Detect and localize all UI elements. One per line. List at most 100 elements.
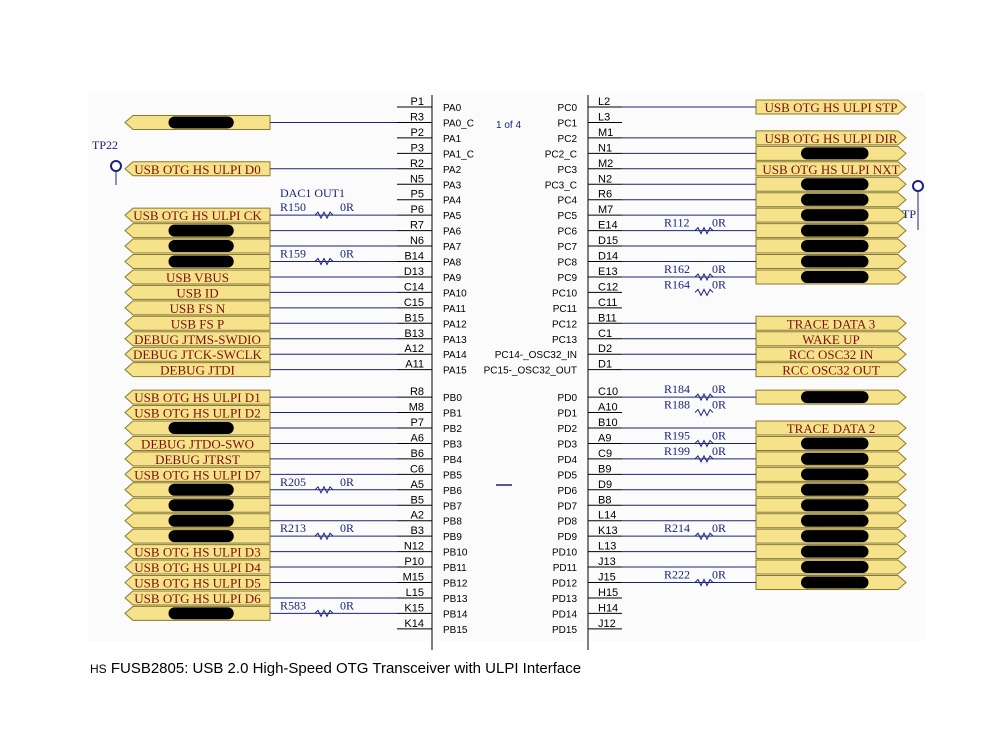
chip-pin-number: N2 — [598, 173, 612, 185]
chip-pin-name: PA4 — [443, 196, 462, 207]
chip-pin-number: K13 — [598, 525, 618, 537]
chip-pin-number: H14 — [598, 602, 618, 614]
redaction-block — [801, 391, 869, 404]
test-point-circle — [912, 180, 924, 192]
chip-pin-number: K15 — [404, 602, 424, 614]
left-port-label: USB OTG HS ULPI D3 — [134, 545, 260, 560]
redaction-block — [801, 561, 869, 574]
resistor-ref: R213 — [280, 521, 306, 535]
resistor-value: 0R — [712, 216, 726, 230]
resistor-value: 0R — [340, 200, 354, 214]
chip-pin-name: PC4 — [558, 196, 578, 207]
chip-pin-name: PA10 — [443, 288, 467, 299]
chip-pin-number: L15 — [406, 587, 424, 599]
chip-pin-number: B9 — [598, 463, 611, 475]
chip-pin-name: PD8 — [558, 517, 578, 528]
right-port — [755, 315, 907, 331]
right-port-label: TRACE DATA 2 — [787, 421, 876, 436]
chip-pin-number: L2 — [598, 96, 610, 108]
resistor-ref: R150 — [280, 200, 306, 214]
resistor-ref: R184 — [664, 382, 690, 396]
chip-pin-number: A5 — [411, 479, 424, 491]
chip-pin-name: PA11 — [443, 304, 466, 315]
caption-text: FUSB2805: USB 2.0 High-Speed OTG Transce… — [106, 660, 582, 677]
chip-pin-number: R8 — [410, 386, 424, 398]
chip-pin-number: R6 — [598, 189, 612, 201]
chip-pin-number: P7 — [411, 417, 424, 429]
chip-pin-name: PA14 — [443, 350, 467, 361]
resistor-symbol — [314, 211, 334, 220]
chip-pin-name: PD6 — [558, 486, 578, 497]
chip-pin-number: M15 — [403, 572, 424, 584]
chip-pin-name: PB2 — [443, 424, 462, 435]
chip-pin-number: C1 — [598, 328, 612, 340]
resistor-value: 0R — [340, 475, 354, 489]
redaction-block — [168, 255, 234, 268]
redaction-block — [801, 224, 869, 237]
redaction-block — [801, 178, 869, 191]
chip-pin-number: J13 — [598, 556, 616, 568]
redaction-block — [801, 530, 869, 543]
chip-pin-name: PA6 — [443, 227, 462, 238]
redaction-block — [168, 240, 234, 253]
resistor-value: 0R — [712, 398, 726, 412]
net-label: DAC1 OUT1 — [280, 186, 345, 200]
right-port-label: RCC OSC32 OUT — [782, 363, 880, 378]
left-port-label: USB OTG HS ULPI D5 — [134, 576, 260, 591]
left-port-label: USB FS P — [171, 316, 224, 331]
redaction-block — [801, 499, 869, 512]
right-port-label: USB OTG HS ULPI NXT — [762, 162, 899, 177]
resistor-symbol — [694, 532, 714, 541]
redaction-block — [801, 240, 869, 253]
chip-pin-name: PB4 — [443, 455, 462, 466]
chip-pin-number: B14 — [404, 251, 424, 263]
chip-pin-name: PC2_C — [545, 149, 577, 160]
chip-pin-number: P5 — [411, 189, 424, 201]
left-port-label: USB OTG HS ULPI D1 — [134, 390, 260, 405]
chip-pin-number: A11 — [405, 359, 424, 371]
chip-pin-name: PD5 — [558, 470, 578, 481]
chip-pin-number: C10 — [598, 386, 618, 398]
chip-pin-name: PD13 — [552, 594, 577, 605]
chip-pin-name: PB6 — [443, 486, 462, 497]
chip-pin-number: A12 — [404, 343, 424, 355]
chip-pin-number: D15 — [598, 235, 618, 247]
chip-pin-number: B11 — [598, 312, 617, 324]
chip-pin-number: D14 — [598, 251, 618, 263]
redaction-block — [801, 452, 869, 465]
left-port-label: DEBUG JTDO-SWO — [141, 436, 254, 451]
chip-pin-name: PC15-_OSC32_OUT — [484, 366, 577, 377]
chip-pin-name: PB7 — [443, 501, 462, 512]
chip-pin-number: J12 — [598, 618, 616, 630]
chip-pin-number: L14 — [598, 510, 616, 522]
right-port — [755, 331, 907, 347]
chip-pin-name: PB9 — [443, 532, 462, 543]
resistor-symbol — [694, 392, 714, 402]
resistor-ref: R222 — [664, 568, 690, 582]
resistor-symbol — [694, 272, 714, 282]
right-port — [755, 362, 907, 378]
resistor-symbol — [694, 226, 714, 235]
chip-pin-number: D13 — [404, 266, 424, 278]
resistor-value: 0R — [340, 247, 354, 261]
resistor-ref: R164 — [664, 277, 690, 291]
chip-pin-name: PB0 — [443, 393, 462, 404]
left-port-label: USB OTG HS ULPI D2 — [134, 406, 260, 421]
chip-pin-name: PC6 — [558, 227, 578, 238]
resistor-ref: R162 — [664, 262, 690, 276]
redaction-block — [168, 422, 234, 434]
figure-caption: HS FUSB2805: USB 2.0 High-Speed OTG Tran… — [90, 660, 581, 677]
chip-pin-name: PA5 — [443, 211, 462, 222]
resistor-ref: R195 — [664, 428, 690, 442]
chip-pin-name: PA13 — [443, 335, 467, 346]
resistor-ref: R205 — [280, 475, 306, 489]
chip-pin-number: E14 — [598, 220, 618, 232]
chip-pin-number: N5 — [410, 173, 424, 185]
chip-pin-name: PB10 — [443, 548, 468, 559]
resistor-value: 0R — [712, 568, 726, 582]
caption-prefix: HS — [90, 662, 107, 676]
right-port — [755, 420, 907, 436]
redaction-block — [801, 514, 869, 527]
redaction-block — [801, 468, 869, 481]
